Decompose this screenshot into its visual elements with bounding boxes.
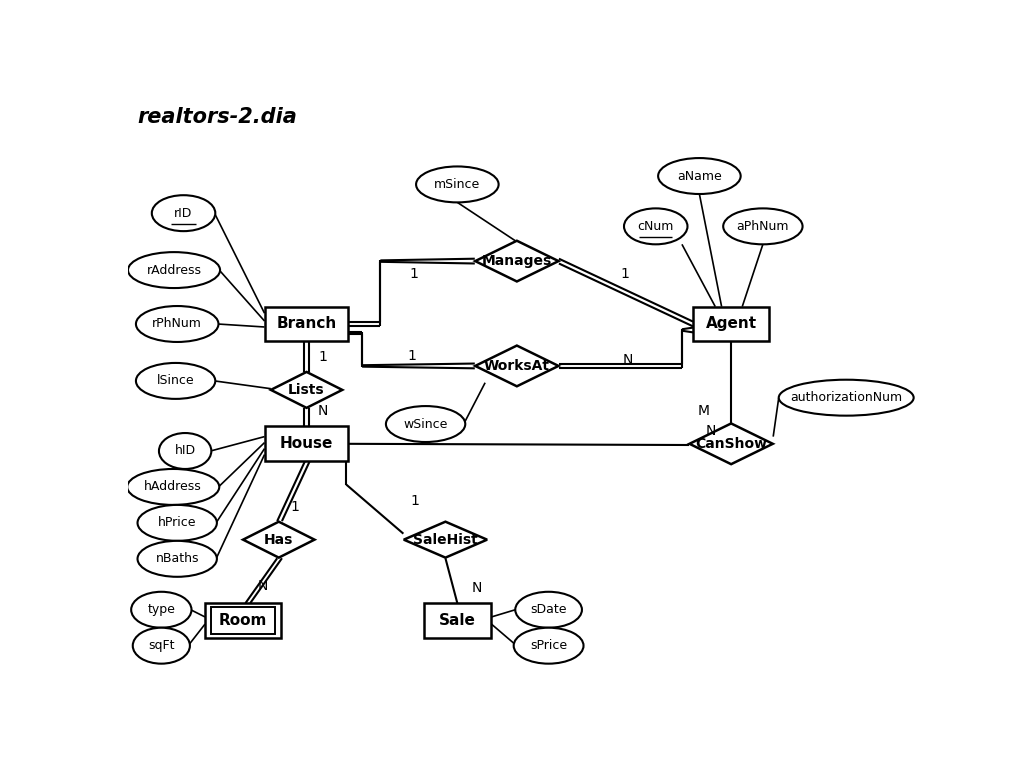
- Ellipse shape: [137, 541, 217, 576]
- Text: authorizationNum: authorizationNum: [791, 391, 902, 405]
- Ellipse shape: [515, 592, 582, 628]
- Text: WorksAt: WorksAt: [484, 359, 550, 373]
- Polygon shape: [475, 345, 558, 387]
- Text: 1: 1: [408, 349, 417, 363]
- Ellipse shape: [416, 166, 499, 202]
- Text: 1: 1: [290, 499, 299, 513]
- Text: aName: aName: [677, 170, 722, 183]
- Text: hAddress: hAddress: [144, 481, 202, 493]
- Text: N: N: [623, 353, 633, 367]
- Text: N: N: [472, 580, 482, 594]
- Text: type: type: [147, 603, 175, 616]
- Polygon shape: [270, 372, 342, 408]
- Text: N: N: [317, 404, 328, 418]
- Bar: [265, 426, 348, 461]
- Text: cNum: cNum: [638, 220, 674, 233]
- Ellipse shape: [136, 363, 215, 399]
- Text: Lists: Lists: [288, 383, 325, 397]
- Polygon shape: [689, 423, 773, 464]
- Ellipse shape: [386, 406, 465, 442]
- Ellipse shape: [136, 306, 218, 342]
- Ellipse shape: [723, 209, 803, 244]
- Text: sqFt: sqFt: [148, 640, 174, 652]
- Ellipse shape: [658, 158, 740, 194]
- Bar: [211, 608, 275, 634]
- Text: 1: 1: [318, 350, 327, 364]
- Polygon shape: [403, 522, 487, 558]
- Text: 1: 1: [410, 268, 418, 282]
- Bar: [265, 307, 348, 342]
- Text: wSince: wSince: [403, 418, 447, 430]
- Ellipse shape: [624, 209, 687, 244]
- Polygon shape: [475, 240, 558, 282]
- Text: sPrice: sPrice: [530, 640, 567, 652]
- Ellipse shape: [514, 628, 584, 664]
- Text: sDate: sDate: [530, 603, 567, 616]
- Text: Room: Room: [219, 613, 267, 628]
- Ellipse shape: [137, 505, 217, 541]
- Ellipse shape: [152, 195, 215, 231]
- Text: rPhNum: rPhNum: [153, 317, 202, 331]
- Text: rAddress: rAddress: [146, 264, 202, 277]
- Ellipse shape: [127, 469, 219, 505]
- Text: lSince: lSince: [157, 374, 195, 387]
- Ellipse shape: [159, 433, 211, 469]
- Text: nBaths: nBaths: [156, 552, 199, 566]
- Text: M: M: [697, 404, 710, 418]
- Bar: [206, 603, 281, 638]
- Bar: [424, 603, 492, 638]
- Text: N: N: [707, 424, 717, 438]
- Text: rID: rID: [174, 207, 193, 219]
- Text: mSince: mSince: [434, 178, 480, 191]
- Text: House: House: [280, 436, 333, 451]
- Ellipse shape: [779, 380, 913, 415]
- Text: hPrice: hPrice: [158, 517, 197, 529]
- Text: realtors-2.dia: realtors-2.dia: [137, 107, 297, 127]
- Ellipse shape: [128, 252, 220, 288]
- Text: hID: hID: [174, 444, 196, 457]
- Text: N: N: [258, 579, 268, 593]
- Text: Has: Has: [264, 533, 294, 547]
- Bar: [693, 307, 769, 342]
- Text: Manages: Manages: [481, 254, 552, 268]
- Ellipse shape: [131, 592, 191, 628]
- Ellipse shape: [133, 628, 189, 664]
- Text: Agent: Agent: [706, 317, 757, 331]
- Text: SaleHist: SaleHist: [413, 533, 478, 547]
- Text: CanShow: CanShow: [695, 436, 767, 450]
- Text: Branch: Branch: [276, 317, 337, 331]
- Text: 1: 1: [621, 268, 629, 282]
- Polygon shape: [243, 522, 314, 558]
- Text: Sale: Sale: [439, 613, 476, 628]
- Text: aPhNum: aPhNum: [736, 220, 790, 233]
- Text: 1: 1: [411, 494, 420, 508]
